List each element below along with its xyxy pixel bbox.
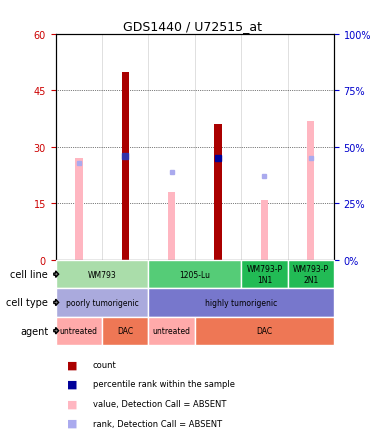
FancyBboxPatch shape (148, 260, 241, 289)
Text: WM793-P
2N1: WM793-P 2N1 (293, 265, 329, 284)
Text: WM793: WM793 (88, 270, 116, 279)
Bar (214, 125, 222, 260)
Bar (168, 193, 175, 260)
FancyBboxPatch shape (195, 317, 334, 345)
Text: ■: ■ (67, 379, 77, 389)
Text: cell line: cell line (10, 270, 48, 279)
Text: GSM30947: GSM30947 (121, 263, 130, 304)
FancyBboxPatch shape (241, 260, 288, 289)
Text: percentile rank within the sample: percentile rank within the sample (93, 380, 235, 388)
FancyBboxPatch shape (56, 317, 102, 345)
Text: value, Detection Call = ABSENT: value, Detection Call = ABSENT (93, 399, 226, 408)
FancyBboxPatch shape (56, 289, 148, 317)
FancyBboxPatch shape (288, 260, 334, 289)
Text: WM793-P
1N1: WM793-P 1N1 (246, 265, 282, 284)
Text: GSM30948: GSM30948 (260, 263, 269, 304)
Bar (307, 121, 315, 260)
Text: poorly tumorigenic: poorly tumorigenic (66, 298, 138, 307)
Text: highly tumorigenic: highly tumorigenic (205, 298, 277, 307)
Text: DAC: DAC (256, 326, 272, 335)
Bar (261, 200, 268, 260)
FancyBboxPatch shape (102, 317, 148, 345)
Text: count: count (93, 360, 116, 369)
Text: rank, Detection Call = ABSENT: rank, Detection Call = ABSENT (93, 419, 222, 427)
Text: GSM30949: GSM30949 (306, 263, 315, 304)
Text: untreated: untreated (152, 326, 191, 335)
Bar (75, 159, 82, 260)
Text: untreated: untreated (60, 326, 98, 335)
Text: GSM30946: GSM30946 (74, 263, 83, 304)
Text: GDS1440 / U72515_at: GDS1440 / U72515_at (124, 20, 262, 33)
Text: DAC: DAC (117, 326, 133, 335)
Text: GSM30950: GSM30950 (167, 263, 176, 304)
FancyBboxPatch shape (56, 260, 148, 289)
Text: 1205-Lu: 1205-Lu (179, 270, 210, 279)
Text: ■: ■ (67, 418, 77, 428)
Text: agent: agent (20, 326, 48, 336)
FancyBboxPatch shape (148, 289, 334, 317)
Text: cell type: cell type (6, 298, 48, 308)
FancyBboxPatch shape (148, 317, 195, 345)
Text: ■: ■ (67, 360, 77, 369)
Bar (122, 72, 129, 260)
Text: ■: ■ (67, 399, 77, 408)
Text: GSM30951: GSM30951 (213, 263, 223, 304)
